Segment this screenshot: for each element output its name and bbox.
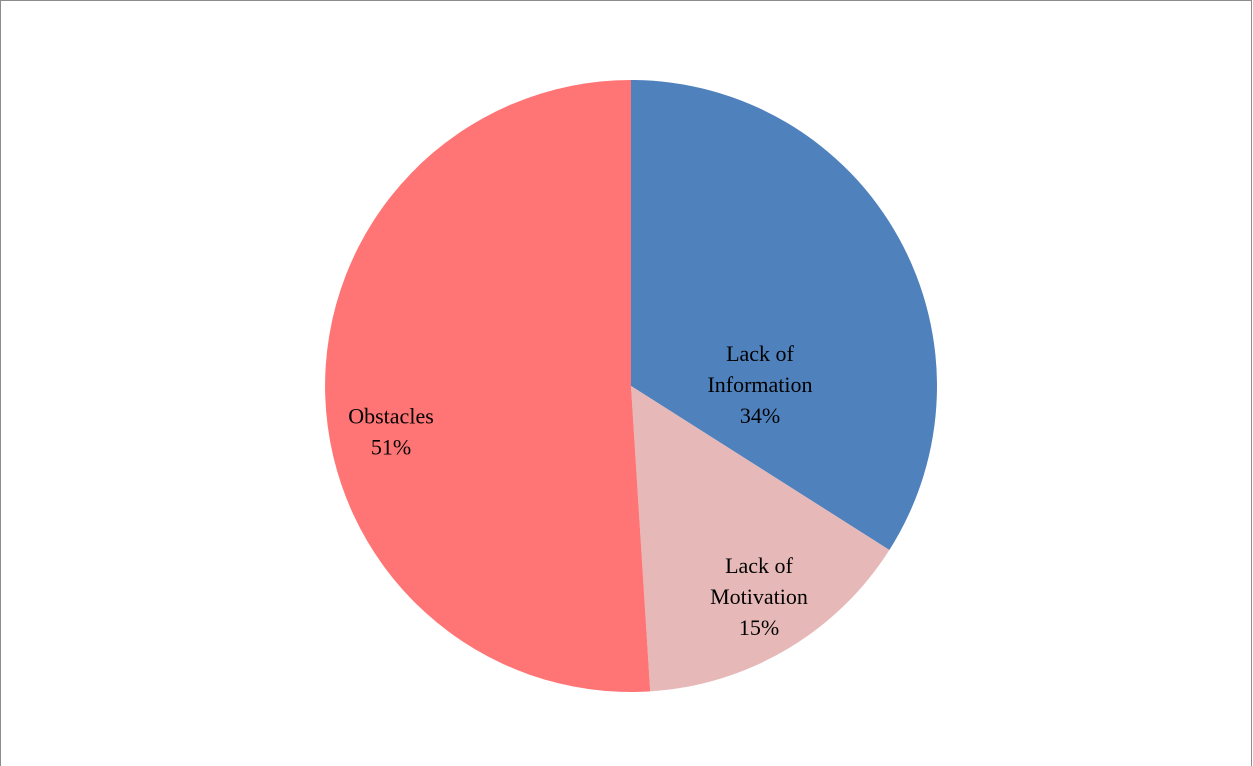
pie-slice-percent: 34% [740, 403, 780, 428]
pie-slice-label-2: Obstacles 51% [348, 404, 434, 460]
pie-slice-category: Obstacles [348, 404, 434, 429]
pie-slice-label-1: Lack of Motivation 15% [710, 553, 808, 640]
pie-slice-category: Lack of [726, 341, 794, 366]
pie-slice-percent: 51% [371, 435, 411, 460]
pie-slice-2 [325, 80, 651, 692]
pie-slices [325, 80, 937, 692]
pie-slice-label-0: Lack of Information 34% [707, 341, 812, 428]
pie-slice-percent: 15% [739, 615, 779, 640]
pie-slice-category: Information [707, 372, 812, 397]
pie-slice-1 [631, 386, 890, 692]
pie-slice-category: Motivation [710, 584, 808, 609]
pie-slice-category: Lack of [725, 553, 793, 578]
pie-slice-0 [631, 80, 937, 550]
pie-labels: Lack of Information 34% Lack of Motivation 15… [348, 341, 812, 640]
